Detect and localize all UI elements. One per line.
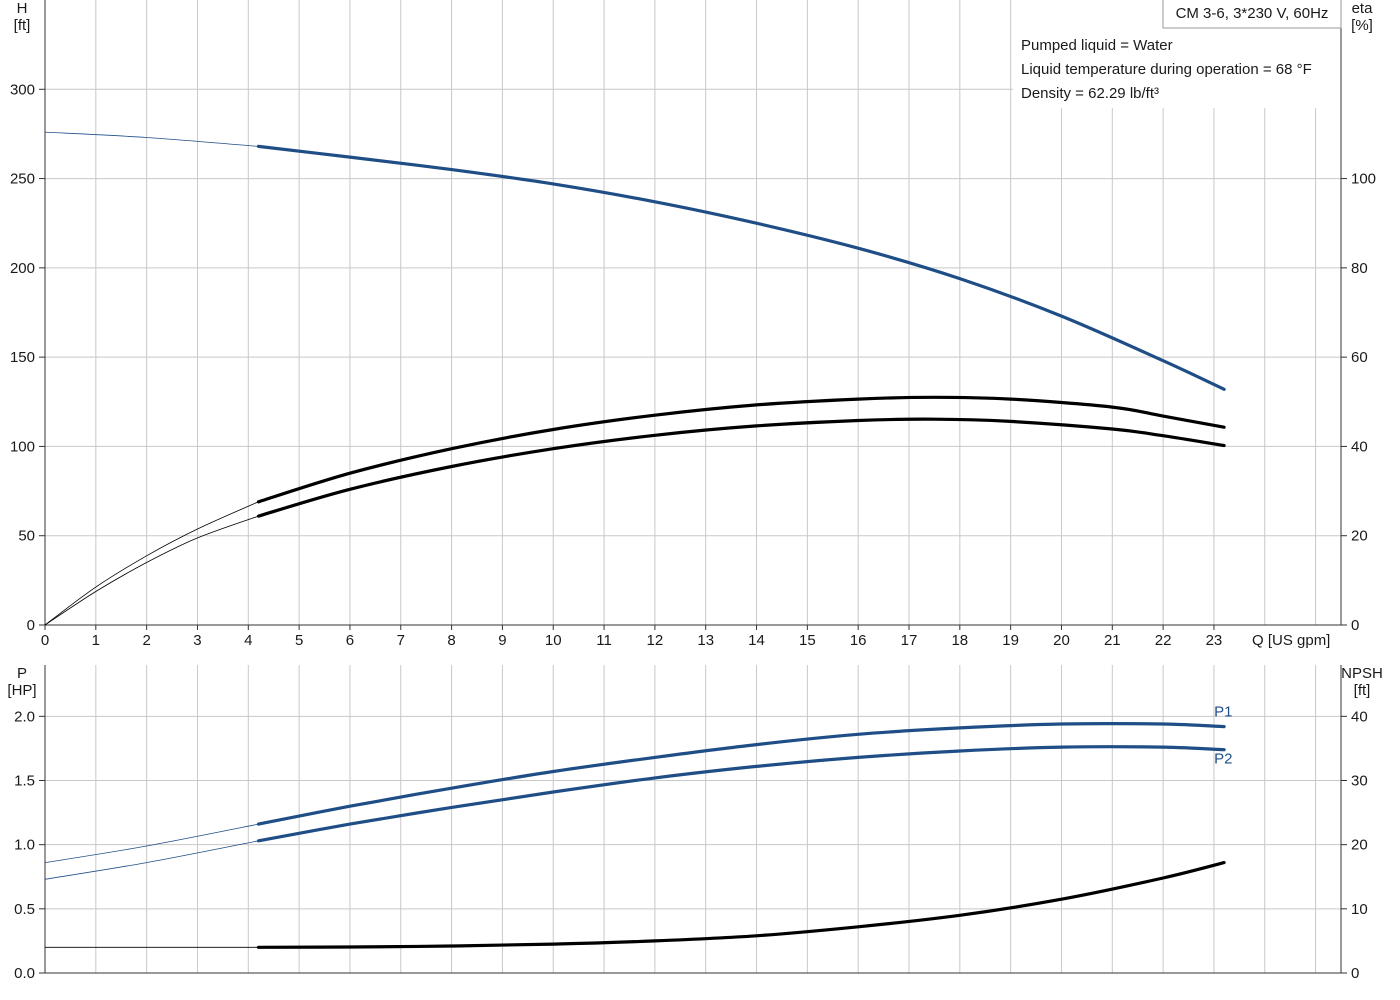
lower-right-tick-label: 20 bbox=[1351, 837, 1368, 854]
upper-x-axis-title: Q [US gpm] bbox=[1252, 632, 1330, 649]
upper-left-tick-label: 250 bbox=[10, 171, 35, 188]
lower-left-tick-label: 1.5 bbox=[14, 773, 35, 790]
upper-x-tick-label: 10 bbox=[545, 632, 562, 649]
upper-series-2-line bbox=[256, 395, 1226, 504]
lower-right-tick-label: 0 bbox=[1351, 965, 1359, 982]
upper-x-tick-label: 7 bbox=[397, 632, 405, 649]
upper-right-tick-label: 0 bbox=[1351, 617, 1359, 634]
lower-left-tick-label: 0.5 bbox=[14, 901, 35, 918]
upper-x-tick-label: 16 bbox=[850, 632, 867, 649]
upper-left-tick-label: 150 bbox=[10, 349, 35, 366]
lower-series-p2-label: P2 bbox=[1214, 751, 1232, 768]
upper-left-axis-title: H bbox=[17, 0, 28, 17]
upper-x-tick-label: 12 bbox=[647, 632, 664, 649]
lower-series-p1-extrapolated-line bbox=[44, 823, 259, 863]
upper-x-tick-label: 6 bbox=[346, 632, 354, 649]
upper-right-axis-title: eta bbox=[1352, 0, 1374, 17]
upper-right-tick-label: 40 bbox=[1351, 438, 1368, 455]
upper-x-tick-label: 17 bbox=[901, 632, 918, 649]
upper-x-tick-label: 8 bbox=[447, 632, 455, 649]
upper-left-tick-label: 100 bbox=[10, 438, 35, 455]
lower-left-axis-unit: [HP] bbox=[7, 682, 36, 699]
series-layer bbox=[44, 131, 1226, 949]
upper-left-axis-unit: [ft] bbox=[14, 17, 31, 34]
lower-series-p2-line bbox=[256, 745, 1226, 843]
lower-right-tick-label: 40 bbox=[1351, 708, 1368, 725]
lower-series-3-line bbox=[256, 861, 1226, 949]
lower-left-tick-label: 1.0 bbox=[14, 837, 35, 854]
upper-x-tick-label: 1 bbox=[92, 632, 100, 649]
upper-left-tick-label: 300 bbox=[10, 81, 35, 98]
upper-right-axis-unit: [%] bbox=[1351, 17, 1373, 34]
lower-left-tick-label: 2.0 bbox=[14, 708, 35, 725]
upper-x-tick-label: 0 bbox=[41, 632, 49, 649]
lower-right-axis-title: NPSH bbox=[1341, 665, 1383, 682]
lower-series-p2-extrapolated-line bbox=[44, 840, 259, 880]
upper-x-tick-label: 20 bbox=[1053, 632, 1070, 649]
lower-series-p1-line bbox=[256, 722, 1226, 826]
upper-series-3-extrapolated-line bbox=[44, 515, 259, 626]
lower-left-tick-label: 0.0 bbox=[14, 965, 35, 982]
upper-right-tick-label: 80 bbox=[1351, 260, 1368, 277]
lower-series-p1-label: P1 bbox=[1214, 704, 1232, 721]
upper-x-tick-label: 22 bbox=[1155, 632, 1172, 649]
upper-x-tick-label: 4 bbox=[244, 632, 252, 649]
upper-right-tick-label: 100 bbox=[1351, 171, 1376, 188]
upper-left-tick-label: 50 bbox=[18, 528, 35, 545]
upper-x-tick-label: 18 bbox=[951, 632, 968, 649]
upper-x-tick-label: 13 bbox=[697, 632, 714, 649]
upper-x-tick-label: 19 bbox=[1002, 632, 1019, 649]
upper-x-tick-label: 3 bbox=[193, 632, 201, 649]
upper-series-1-extrapolated-line bbox=[44, 131, 259, 147]
upper-x-tick-label: 9 bbox=[498, 632, 506, 649]
upper-x-tick-label: 15 bbox=[799, 632, 816, 649]
upper-series-2-extrapolated-line bbox=[44, 501, 259, 626]
upper-x-tick-label: 23 bbox=[1206, 632, 1223, 649]
upper-right-tick-label: 20 bbox=[1351, 528, 1368, 545]
info-pumped-liquid: Pumped liquid = Water bbox=[1021, 37, 1173, 54]
upper-x-tick-label: 14 bbox=[748, 632, 765, 649]
info-liquid-temperature: Liquid temperature during operation = 68… bbox=[1021, 61, 1312, 78]
upper-left-tick-label: 200 bbox=[10, 260, 35, 277]
axis-layer bbox=[39, 0, 1347, 974]
model-label-box bbox=[1162, 0, 1342, 29]
upper-series-3-line bbox=[256, 417, 1226, 518]
model-label: CM 3-6, 3*230 V, 60Hz bbox=[1176, 5, 1329, 22]
lower-right-axis-unit: [ft] bbox=[1354, 682, 1371, 699]
upper-x-tick-label: 11 bbox=[596, 632, 612, 649]
lower-left-axis-title: P bbox=[17, 665, 27, 682]
info-box-bg bbox=[1014, 30, 1340, 106]
grid-layer bbox=[45, 0, 1341, 973]
upper-x-tick-label: 5 bbox=[295, 632, 303, 649]
lower-right-tick-label: 10 bbox=[1351, 901, 1368, 918]
upper-x-tick-label: 21 bbox=[1104, 632, 1121, 649]
upper-right-tick-label: 60 bbox=[1351, 349, 1368, 366]
info-density: Density = 62.29 lb/ft³ bbox=[1021, 85, 1159, 102]
upper-left-tick-label: 0 bbox=[27, 617, 35, 634]
lower-right-tick-label: 30 bbox=[1351, 773, 1368, 790]
upper-x-tick-label: 2 bbox=[142, 632, 150, 649]
upper-series-1-line bbox=[256, 144, 1226, 391]
